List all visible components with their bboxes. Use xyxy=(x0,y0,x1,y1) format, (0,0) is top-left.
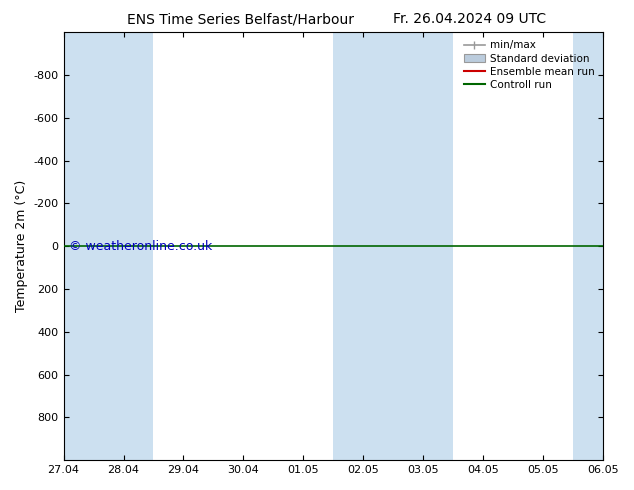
Text: Fr. 26.04.2024 09 UTC: Fr. 26.04.2024 09 UTC xyxy=(392,12,546,26)
Bar xyxy=(34,32,153,460)
Bar xyxy=(573,32,633,460)
Bar xyxy=(333,32,453,460)
Y-axis label: Temperature 2m (°C): Temperature 2m (°C) xyxy=(15,180,28,312)
Text: © weatheronline.co.uk: © weatheronline.co.uk xyxy=(69,240,212,253)
Legend: min/max, Standard deviation, Ensemble mean run, Controll run: min/max, Standard deviation, Ensemble me… xyxy=(460,36,599,94)
Text: ENS Time Series Belfast/Harbour: ENS Time Series Belfast/Harbour xyxy=(127,12,354,26)
